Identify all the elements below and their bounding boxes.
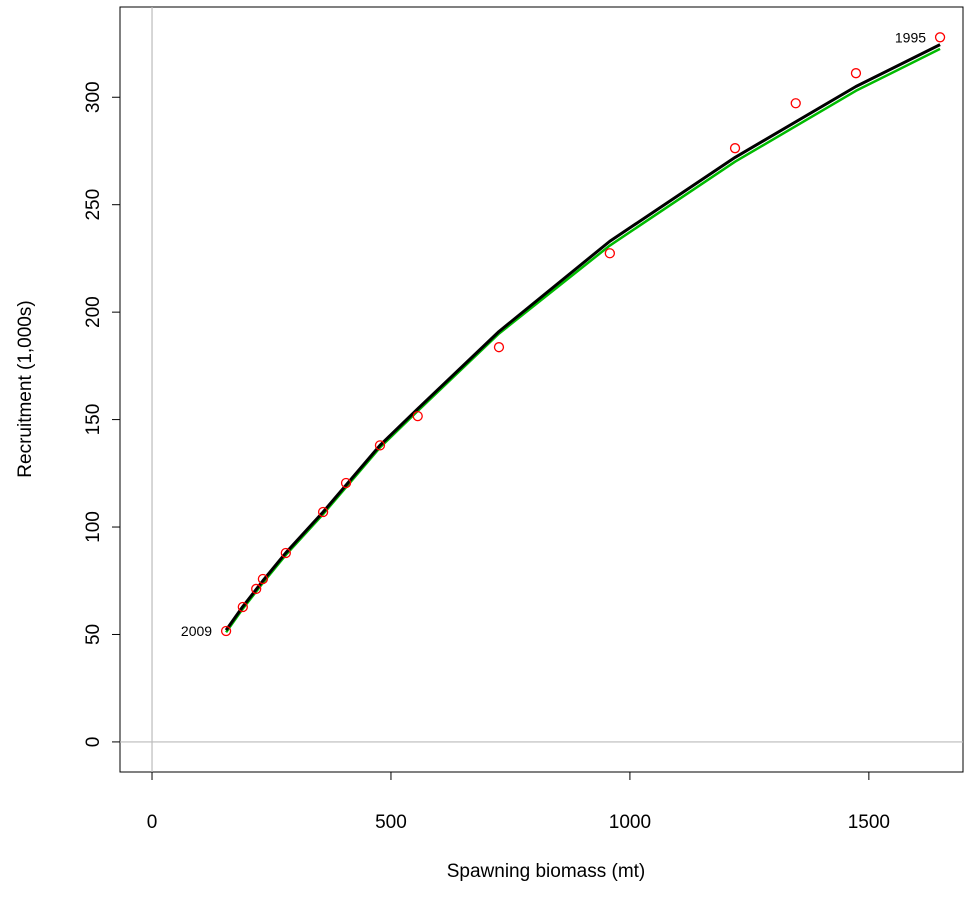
point bbox=[790, 98, 801, 109]
point bbox=[729, 143, 741, 154]
x-axis-title: Spawning biomass (mt) bbox=[447, 861, 646, 882]
point bbox=[340, 477, 352, 489]
annotation: 1995 bbox=[895, 29, 926, 45]
y-tick-label: 50 bbox=[83, 624, 104, 645]
y-tick-label: 250 bbox=[83, 189, 104, 221]
y-tick-label: 150 bbox=[83, 404, 104, 436]
point bbox=[850, 68, 862, 79]
point bbox=[934, 32, 946, 43]
point bbox=[237, 601, 248, 613]
x-tick-label: 500 bbox=[375, 812, 407, 833]
x-tick-label: 1500 bbox=[848, 812, 890, 833]
point bbox=[412, 410, 423, 422]
point bbox=[493, 342, 505, 353]
point bbox=[251, 583, 262, 595]
y-tick-label: 100 bbox=[83, 511, 104, 543]
annotation: 2009 bbox=[181, 623, 212, 639]
point bbox=[374, 440, 386, 451]
y-axis-title: Recruitment (1,000s) bbox=[15, 300, 36, 477]
x-tick-label: 0 bbox=[147, 812, 158, 833]
curve bbox=[224, 43, 941, 632]
y-tick-label: 300 bbox=[83, 81, 104, 113]
y-tick-label: 0 bbox=[83, 737, 104, 748]
point bbox=[280, 547, 291, 559]
plot-frame bbox=[119, 6, 964, 773]
y-tick-label: 200 bbox=[83, 296, 104, 328]
x-tick-label: 1000 bbox=[609, 812, 651, 833]
point bbox=[317, 506, 329, 518]
curve bbox=[225, 47, 941, 634]
point bbox=[604, 248, 615, 259]
point bbox=[257, 573, 269, 585]
point bbox=[220, 625, 232, 637]
